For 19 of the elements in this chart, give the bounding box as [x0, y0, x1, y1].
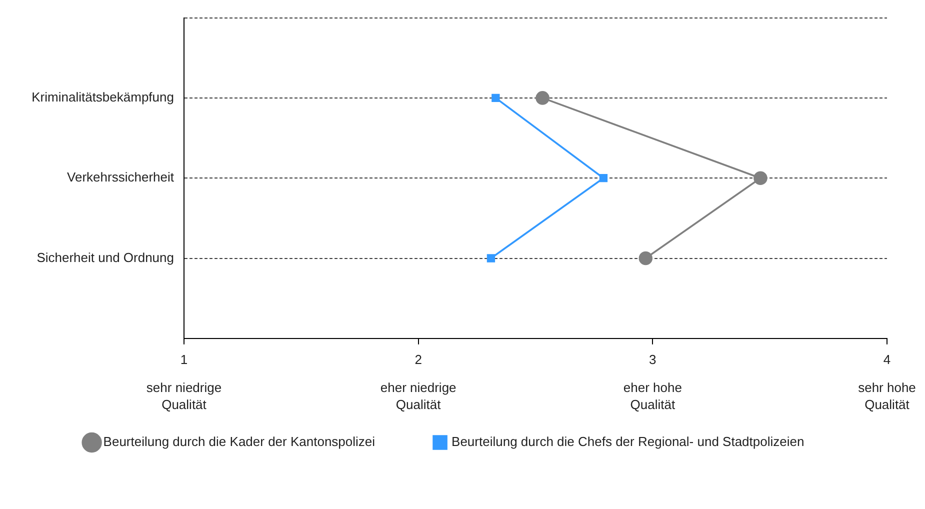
- legend-label: Beurteilung durch die Chefs der Regional- und Stadtpolizeien: [452, 434, 804, 450]
- text: sehr hohe Qualität: [858, 380, 916, 412]
- text: eher hohe Qualität: [623, 380, 682, 412]
- y-tick-label: Verkehrssicherheit: [67, 170, 174, 185]
- x-tick-label: 3: [649, 352, 656, 367]
- point: [536, 91, 550, 105]
- y-tick-label: Sicherheit und Ordnung: [36, 250, 174, 265]
- text: eher niedrige Qualität: [380, 380, 456, 412]
- legend-label: Beurteilung durch die Kader der Kantonspolizei: [103, 434, 376, 450]
- x-tick-label: 2: [414, 352, 422, 367]
- point: [754, 171, 768, 185]
- point: [599, 174, 608, 182]
- point: [492, 94, 500, 102]
- point: [486, 254, 496, 262]
- x-tick-label: 4: [883, 352, 891, 367]
- y-tick-label: Kriminalitätsbekämpfung: [32, 90, 174, 105]
- text: sehr niedrige Qualität: [146, 380, 222, 412]
- point: [638, 251, 653, 266]
- x-tick-label: 1: [180, 352, 188, 367]
